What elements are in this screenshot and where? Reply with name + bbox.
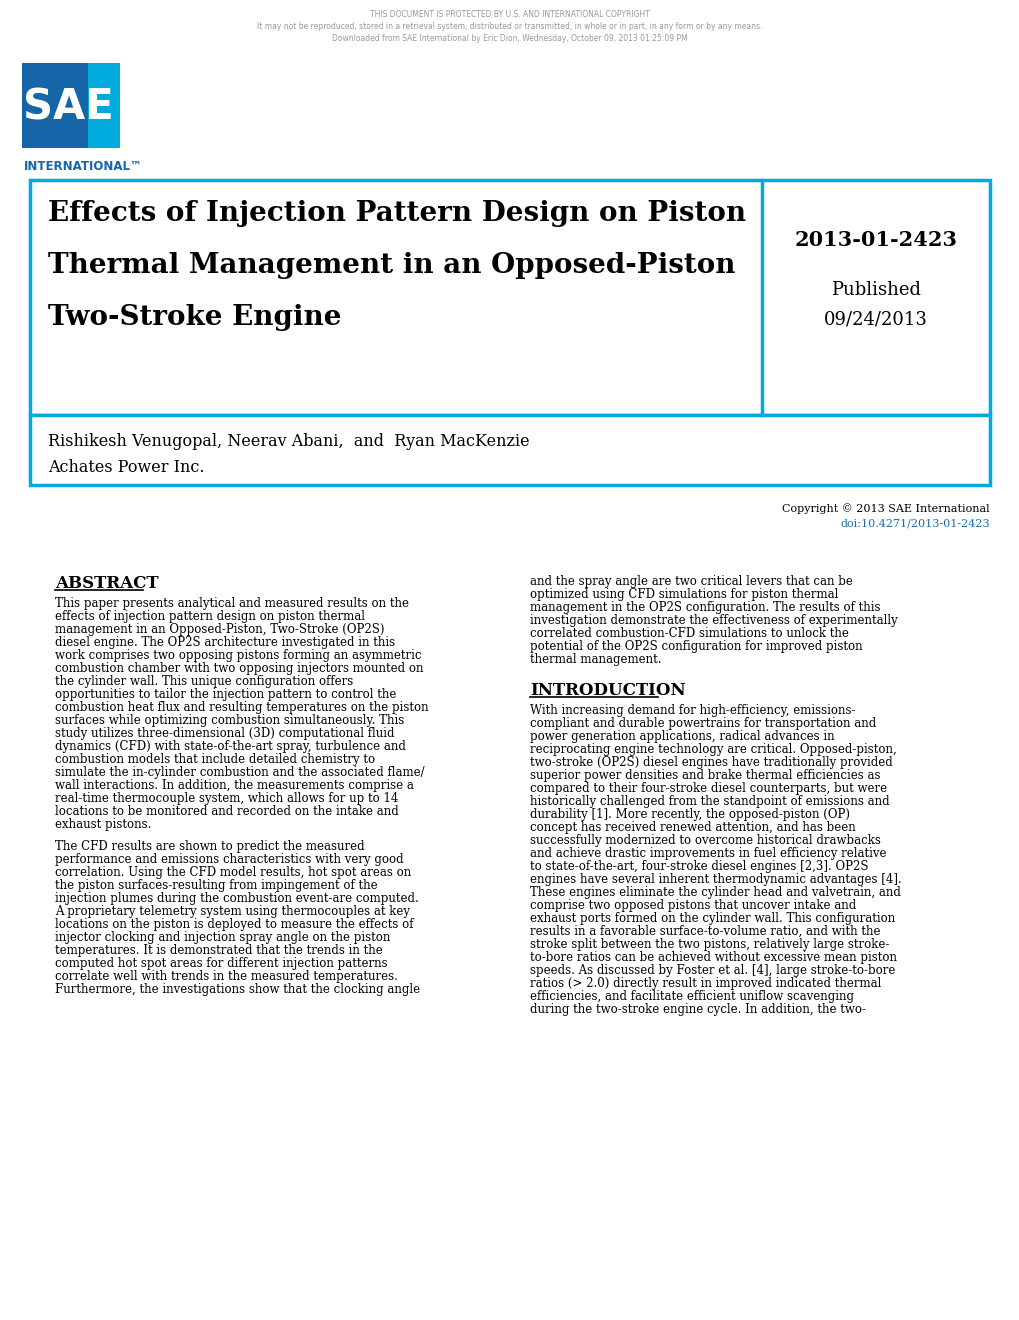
Text: efficiencies, and facilitate efficient uniflow scavenging: efficiencies, and facilitate efficient u… <box>530 990 853 1003</box>
Text: superior power densities and brake thermal efficiencies as: superior power densities and brake therm… <box>530 770 879 781</box>
Text: ABSTRACT: ABSTRACT <box>55 576 159 591</box>
Text: Thermal Management in an Opposed-Piston: Thermal Management in an Opposed-Piston <box>48 252 735 279</box>
Text: combustion chamber with two opposing injectors mounted on: combustion chamber with two opposing inj… <box>55 663 423 675</box>
Text: Published: Published <box>830 281 920 300</box>
Bar <box>22 63 120 148</box>
Text: exhaust pistons.: exhaust pistons. <box>55 818 151 832</box>
Text: stroke split between the two pistons, relatively large stroke-: stroke split between the two pistons, re… <box>530 939 889 952</box>
Text: durability [1]. More recently, the opposed-piston (OP): durability [1]. More recently, the oppos… <box>530 808 849 821</box>
Text: compared to their four-stroke diesel counterparts, but were: compared to their four-stroke diesel cou… <box>530 781 887 795</box>
Text: work comprises two opposing pistons forming an asymmetric: work comprises two opposing pistons form… <box>55 649 421 663</box>
Text: Rishikesh Venugopal, Neerav Abani,  and  Ryan MacKenzie: Rishikesh Venugopal, Neerav Abani, and R… <box>48 433 529 450</box>
Text: comprise two opposed pistons that uncover intake and: comprise two opposed pistons that uncove… <box>530 899 855 912</box>
Text: dynamics (CFD) with state-of-the-art spray, turbulence and: dynamics (CFD) with state-of-the-art spr… <box>55 741 406 752</box>
Text: computed hot spot areas for different injection patterns: computed hot spot areas for different in… <box>55 957 387 970</box>
Text: With increasing demand for high-efficiency, emissions-: With increasing demand for high-efficien… <box>530 704 855 717</box>
Text: wall interactions. In addition, the measurements comprise a: wall interactions. In addition, the meas… <box>55 779 414 792</box>
Text: the piston surfaces-resulting from impingement of the: the piston surfaces-resulting from impin… <box>55 879 377 892</box>
Text: These engines eliminate the cylinder head and valvetrain, and: These engines eliminate the cylinder hea… <box>530 886 900 899</box>
Bar <box>30 180 989 414</box>
Text: the cylinder wall. This unique configuration offers: the cylinder wall. This unique configura… <box>55 675 353 688</box>
Text: to-bore ratios can be achieved without excessive mean piston: to-bore ratios can be achieved without e… <box>530 952 896 964</box>
Text: simulate the in-cylinder combustion and the associated flame/: simulate the in-cylinder combustion and … <box>55 766 424 779</box>
Text: thermal management.: thermal management. <box>530 653 661 667</box>
Text: diesel engine. The OP2S architecture investigated in this: diesel engine. The OP2S architecture inv… <box>55 636 394 649</box>
Text: optimized using CFD simulations for piston thermal: optimized using CFD simulations for pist… <box>530 587 838 601</box>
Text: to state-of-the-art, four-stroke diesel engines [2,3]. OP2S: to state-of-the-art, four-stroke diesel … <box>530 861 867 873</box>
Text: engines have several inherent thermodynamic advantages [4].: engines have several inherent thermodyna… <box>530 873 901 886</box>
Text: INTRODUCTION: INTRODUCTION <box>530 682 685 700</box>
Text: during the two-stroke engine cycle. In addition, the two-: during the two-stroke engine cycle. In a… <box>530 1003 865 1016</box>
Bar <box>30 414 989 484</box>
Text: management in an Opposed-Piston, Two-Stroke (OP2S): management in an Opposed-Piston, Two-Str… <box>55 623 384 636</box>
Text: speeds. As discussed by Foster et al. [4], large stroke-to-bore: speeds. As discussed by Foster et al. [4… <box>530 964 895 977</box>
Text: real-time thermocouple system, which allows for up to 14: real-time thermocouple system, which all… <box>55 792 398 805</box>
Text: combustion heat flux and resulting temperatures on the piston: combustion heat flux and resulting tempe… <box>55 701 428 714</box>
Text: investigation demonstrate the effectiveness of experimentally: investigation demonstrate the effectiven… <box>530 614 897 627</box>
Text: two-stroke (OP2S) diesel engines have traditionally provided: two-stroke (OP2S) diesel engines have tr… <box>530 756 892 770</box>
Text: injector clocking and injection spray angle on the piston: injector clocking and injection spray an… <box>55 931 390 944</box>
Text: concept has received renewed attention, and has been: concept has received renewed attention, … <box>530 821 855 834</box>
Text: management in the OP2S configuration. The results of this: management in the OP2S configuration. Th… <box>530 601 879 614</box>
Text: power generation applications, radical advances in: power generation applications, radical a… <box>530 730 834 743</box>
Text: Two-Stroke Engine: Two-Stroke Engine <box>48 304 341 331</box>
Text: Copyright © 2013 SAE International: Copyright © 2013 SAE International <box>782 503 989 513</box>
Text: A proprietary telemetry system using thermocouples at key: A proprietary telemetry system using the… <box>55 906 410 919</box>
Text: results in a favorable surface-to-volume ratio, and with the: results in a favorable surface-to-volume… <box>530 925 879 939</box>
Text: The CFD results are shown to predict the measured: The CFD results are shown to predict the… <box>55 840 364 853</box>
Text: SAE: SAE <box>22 86 113 128</box>
Text: Achates Power Inc.: Achates Power Inc. <box>48 459 204 477</box>
Text: THIS DOCUMENT IS PROTECTED BY U.S. AND INTERNATIONAL COPYRIGHT: THIS DOCUMENT IS PROTECTED BY U.S. AND I… <box>370 11 649 18</box>
Text: 2013-01-2423: 2013-01-2423 <box>794 230 957 249</box>
Text: INTERNATIONAL™: INTERNATIONAL™ <box>24 160 143 173</box>
Text: compliant and durable powertrains for transportation and: compliant and durable powertrains for tr… <box>530 717 875 730</box>
Text: surfaces while optimizing combustion simultaneously. This: surfaces while optimizing combustion sim… <box>55 714 404 727</box>
Text: reciprocating engine technology are critical. Opposed-piston,: reciprocating engine technology are crit… <box>530 743 896 756</box>
Text: Furthermore, the investigations show that the clocking angle: Furthermore, the investigations show tha… <box>55 983 420 997</box>
Text: performance and emissions characteristics with very good: performance and emissions characteristic… <box>55 853 404 866</box>
Text: locations on the piston is deployed to measure the effects of: locations on the piston is deployed to m… <box>55 919 413 931</box>
Text: Effects of Injection Pattern Design on Piston: Effects of Injection Pattern Design on P… <box>48 201 745 227</box>
Text: and achieve drastic improvements in fuel efficiency relative: and achieve drastic improvements in fuel… <box>530 847 886 861</box>
Text: Downloaded from SAE International by Eric Dion, Wednesday, October 09, 2013 01:2: Downloaded from SAE International by Eri… <box>332 34 687 44</box>
Text: potential of the OP2S configuration for improved piston: potential of the OP2S configuration for … <box>530 640 862 653</box>
Bar <box>88 63 120 148</box>
Text: study utilizes three-dimensional (3D) computational fluid: study utilizes three-dimensional (3D) co… <box>55 727 394 741</box>
Text: opportunities to tailor the injection pattern to control the: opportunities to tailor the injection pa… <box>55 688 396 701</box>
Text: successfully modernized to overcome historical drawbacks: successfully modernized to overcome hist… <box>530 834 880 847</box>
Text: combustion models that include detailed chemistry to: combustion models that include detailed … <box>55 752 375 766</box>
Text: This paper presents analytical and measured results on the: This paper presents analytical and measu… <box>55 597 409 610</box>
Text: exhaust ports formed on the cylinder wall. This configuration: exhaust ports formed on the cylinder wal… <box>530 912 895 925</box>
Text: effects of injection pattern design on piston thermal: effects of injection pattern design on p… <box>55 610 365 623</box>
Text: locations to be monitored and recorded on the intake and: locations to be monitored and recorded o… <box>55 805 398 818</box>
Text: temperatures. It is demonstrated that the trends in the: temperatures. It is demonstrated that th… <box>55 944 382 957</box>
Text: historically challenged from the standpoint of emissions and: historically challenged from the standpo… <box>530 795 889 808</box>
Text: injection plumes during the combustion event-are computed.: injection plumes during the combustion e… <box>55 892 419 906</box>
Text: doi:10.4271/2013-01-2423: doi:10.4271/2013-01-2423 <box>840 517 989 528</box>
Text: It may not be reproduced, stored in a retrieval system, distributed or transmitt: It may not be reproduced, stored in a re… <box>257 22 762 30</box>
Text: ratios (> 2.0) directly result in improved indicated thermal: ratios (> 2.0) directly result in improv… <box>530 977 880 990</box>
Text: correlation. Using the CFD model results, hot spot areas on: correlation. Using the CFD model results… <box>55 866 411 879</box>
Text: correlated combustion-CFD simulations to unlock the: correlated combustion-CFD simulations to… <box>530 627 848 640</box>
Text: 09/24/2013: 09/24/2013 <box>823 312 927 329</box>
Text: correlate well with trends in the measured temperatures.: correlate well with trends in the measur… <box>55 970 397 983</box>
Text: and the spray angle are two critical levers that can be: and the spray angle are two critical lev… <box>530 576 852 587</box>
